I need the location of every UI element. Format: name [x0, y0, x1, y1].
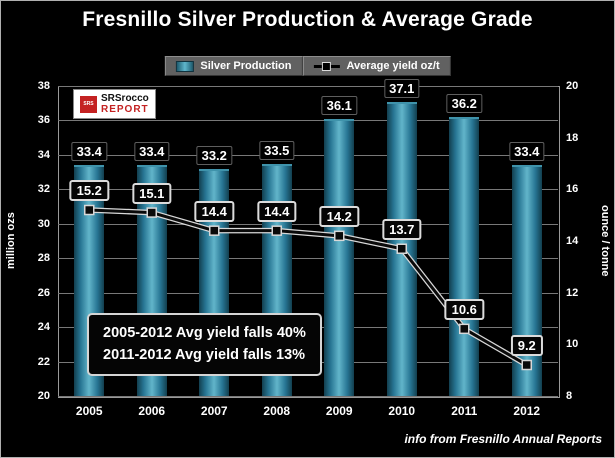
legend-label-yield: Average yield oz/t — [346, 60, 440, 72]
chart-title: Fresnillo Silver Production & Average Gr… — [82, 8, 533, 31]
left-axis-tick-30: 30 — [37, 217, 50, 230]
logo-text: SRSrocco REPORT — [101, 93, 149, 115]
yield-label-2005: 15.2 — [69, 180, 109, 201]
gridline-26 — [58, 292, 558, 294]
legend-item-yield: Average yield oz/t — [302, 56, 451, 76]
left-axis-tick-34: 34 — [37, 148, 50, 161]
logo-name: SRSrocco — [101, 93, 149, 104]
x-label-2012: 2012 — [513, 404, 541, 418]
right-axis-tick-20: 20 — [566, 80, 579, 92]
bar-swatch-icon — [175, 60, 194, 72]
production-label-2007: 33.2 — [196, 145, 232, 165]
left-axis-tick-26: 26 — [37, 286, 50, 299]
gridline-34 — [58, 154, 558, 156]
gridline-20 — [58, 396, 558, 397]
production-label-2011: 36.2 — [446, 94, 482, 113]
yield-label-2011: 10.6 — [444, 298, 484, 320]
x-label-2007: 2007 — [200, 404, 228, 418]
production-label-2009: 36.1 — [321, 95, 357, 115]
gridline-38 — [58, 86, 558, 87]
left-axis-tick-24: 24 — [37, 321, 50, 334]
left-axis-tick-28: 28 — [37, 252, 50, 265]
srsrocco-logo: SRS SRSrocco REPORT — [73, 89, 156, 119]
gridline-36 — [58, 120, 558, 122]
legend-label-production: Silver Production — [200, 60, 292, 72]
production-label-2010: 37.1 — [384, 78, 420, 98]
left-axis-tick-32: 32 — [37, 183, 50, 196]
x-label-2008: 2008 — [263, 404, 291, 418]
gridline-32 — [58, 189, 558, 191]
left-axis-tick-38: 38 — [37, 80, 50, 92]
right-axis-tick-10: 10 — [566, 338, 579, 351]
right-axis-tick-8: 8 — [566, 390, 573, 402]
source-note: info from Fresnillo Annual Reports — [404, 432, 602, 446]
yield-label-2012: 9.2 — [510, 335, 543, 356]
legend-item-production: Silver Production — [164, 56, 303, 76]
production-label-2008: 33.5 — [259, 140, 295, 160]
x-label-2009: 2009 — [325, 404, 353, 418]
line-swatch-icon — [313, 61, 340, 72]
left-axis-tick-22: 22 — [37, 355, 50, 368]
production-label-2005: 33.4 — [71, 142, 107, 162]
x-label-2006: 2006 — [138, 404, 166, 418]
yield-label-2006: 15.1 — [132, 182, 172, 204]
bar-2012 — [511, 165, 542, 396]
right-axis-tick-18: 18 — [566, 131, 579, 144]
logo-icon: SRS — [80, 95, 97, 113]
right-axis-tick-14: 14 — [566, 235, 579, 247]
production-label-2012: 33.4 — [509, 142, 545, 162]
yield-label-2009: 14.2 — [319, 205, 359, 227]
bar-2011 — [449, 117, 480, 396]
x-label-2011: 2011 — [451, 404, 478, 418]
left-axis-tick-36: 36 — [37, 114, 50, 127]
yield-label-2008: 14.4 — [257, 200, 297, 222]
right-axis-tick-12: 12 — [566, 286, 579, 299]
bar-2010 — [386, 101, 417, 396]
yield-label-2010: 13.7 — [382, 218, 422, 240]
x-label-2010: 2010 — [388, 404, 416, 418]
legend: Silver Production Average yield oz/t — [164, 56, 451, 76]
gridline-28 — [58, 258, 558, 260]
left-axis-title: million ozs — [5, 212, 17, 270]
bar-2009 — [324, 118, 355, 396]
annotation-line-1: 2005-2012 Avg yield falls 40% — [103, 325, 306, 341]
annotation-line-2: 2011-2012 Avg yield falls 13% — [103, 347, 306, 364]
annotation-box: 2005-2012 Avg yield falls 40% 2011-2012 … — [87, 313, 322, 376]
logo-subname: REPORT — [101, 104, 149, 115]
production-label-2006: 33.4 — [134, 142, 170, 162]
x-label-2005: 2005 — [75, 404, 103, 418]
left-axis-tick-20: 20 — [37, 390, 50, 402]
right-axis-title: ounce / tonne — [599, 205, 611, 277]
right-axis-tick-16: 16 — [566, 183, 579, 196]
yield-label-2007: 14.4 — [194, 200, 234, 222]
gridline-30 — [58, 223, 558, 225]
